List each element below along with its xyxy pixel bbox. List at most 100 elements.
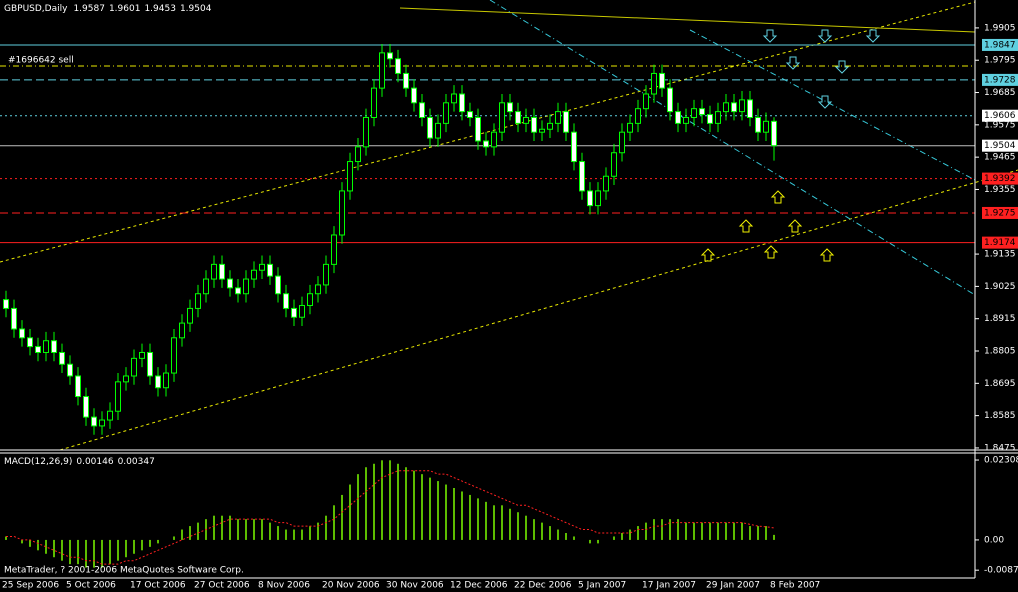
y-tick-label: -0.00874	[984, 566, 1018, 576]
candle-body	[651, 72, 657, 95]
chart-title: GBPUSD,Daily	[4, 4, 68, 14]
candle-body	[499, 102, 505, 133]
y-tick-label: 0.00	[984, 535, 1004, 545]
candle-body	[83, 396, 89, 418]
candle-body	[739, 99, 745, 113]
candle-body	[667, 87, 673, 113]
candle-body	[443, 102, 449, 124]
y-tick-label: 1.8695	[984, 379, 1016, 389]
y-tick-label: 1.9355	[984, 185, 1016, 195]
trend-line	[489, 0, 976, 296]
signal-value: 0.00347	[118, 457, 155, 467]
candle-body	[563, 111, 569, 133]
y-tick-label: 1.8915	[984, 314, 1016, 324]
candle-body	[483, 140, 489, 148]
candle-body	[643, 93, 649, 110]
candle-body	[355, 146, 361, 163]
x-tick-label: 8 Feb 2007	[770, 581, 820, 591]
header-close: 1.9504	[180, 4, 212, 14]
candle-body	[683, 116, 689, 124]
candle-body	[387, 52, 393, 60]
level-label: 1.9174	[984, 238, 1016, 248]
x-tick-label: 27 Oct 2006	[194, 581, 250, 591]
chart-header: GBPUSD,Daily 1.9587 1.9601 1.9453 1.9504	[4, 4, 212, 14]
candle-body	[635, 108, 641, 124]
copyright: MetaTrader, ? 2001-2006 MetaQuotes Softw…	[4, 566, 244, 576]
candle-body	[747, 99, 753, 118]
candle-body	[267, 263, 273, 277]
candle-body	[43, 340, 49, 353]
candle-body	[91, 416, 97, 427]
candle-body	[3, 299, 9, 309]
level-label-box	[982, 73, 1018, 86]
header-open: 1.9587	[73, 4, 105, 14]
x-tick-label: 25 Sep 2006	[2, 581, 59, 591]
candle-body	[475, 116, 481, 142]
candle-body	[579, 161, 585, 192]
candle-body	[203, 278, 209, 295]
level-label-box	[982, 172, 1018, 185]
candle-body	[251, 269, 257, 280]
header-high: 1.9601	[109, 4, 141, 14]
candle-body	[131, 357, 137, 377]
candle-body	[515, 111, 521, 124]
signal-line	[6, 470, 775, 565]
header-low: 1.9453	[144, 4, 176, 14]
candle-body	[467, 111, 473, 118]
macd-title: MACD(12,26,9)	[4, 457, 72, 467]
trend-line	[689, 29, 976, 181]
level-label: 1.9275	[984, 208, 1016, 218]
candle-body	[283, 293, 289, 309]
trend-line	[399, 7, 976, 33]
x-tick-label: 5 Jan 2007	[578, 581, 626, 591]
x-tick-label: 30 Nov 2006	[386, 581, 444, 591]
candle-body	[723, 102, 729, 113]
y-tick-label: 1.9685	[984, 88, 1016, 98]
level-label: 1.9392	[984, 174, 1016, 184]
y-tick-label: 1.9135	[984, 250, 1016, 260]
candle-body	[235, 287, 241, 295]
candle-body	[211, 263, 217, 280]
candle-body	[451, 93, 457, 104]
candle-body	[491, 131, 497, 148]
candle-body	[339, 190, 345, 236]
candle-body	[139, 351, 145, 359]
level-label: 1.9728	[984, 75, 1016, 85]
candle-body	[403, 72, 409, 89]
candle-body	[99, 419, 105, 427]
candle-body	[627, 122, 633, 133]
candle-body	[243, 278, 249, 295]
candle-body	[19, 328, 25, 339]
candle-body	[299, 304, 305, 318]
candle-body	[347, 161, 353, 192]
macd-value: 0.00146	[76, 457, 113, 467]
candle-body	[755, 116, 761, 133]
candle-body	[51, 340, 57, 353]
candle-body	[187, 307, 193, 324]
candle-body	[691, 108, 697, 118]
level-label-box	[982, 109, 1018, 122]
candle-body	[395, 58, 401, 74]
candle-body	[371, 87, 377, 118]
candle-body	[123, 375, 129, 383]
candle-body	[363, 116, 369, 148]
y-tick-label: 0.02308	[984, 456, 1018, 466]
candle-body	[611, 152, 617, 177]
candle-body	[227, 278, 233, 289]
candle-body	[195, 293, 201, 309]
x-tick-label: 17 Jan 2007	[642, 581, 696, 591]
y-tick-label: 1.9465	[984, 153, 1016, 163]
candle-body	[163, 372, 169, 389]
candle-body	[587, 190, 593, 207]
y-tick-label: 1.8475	[984, 443, 1016, 453]
y-tick-label: 1.9795	[984, 56, 1016, 66]
macd-header: MACD(12,26,9) 0.00146 0.00347	[4, 457, 155, 467]
level-label-box	[982, 139, 1018, 152]
x-tick-label: 5 Oct 2006	[66, 581, 116, 591]
candle-body	[179, 322, 185, 339]
y-tick-label: 1.9025	[984, 282, 1016, 292]
candle-body	[699, 108, 705, 116]
